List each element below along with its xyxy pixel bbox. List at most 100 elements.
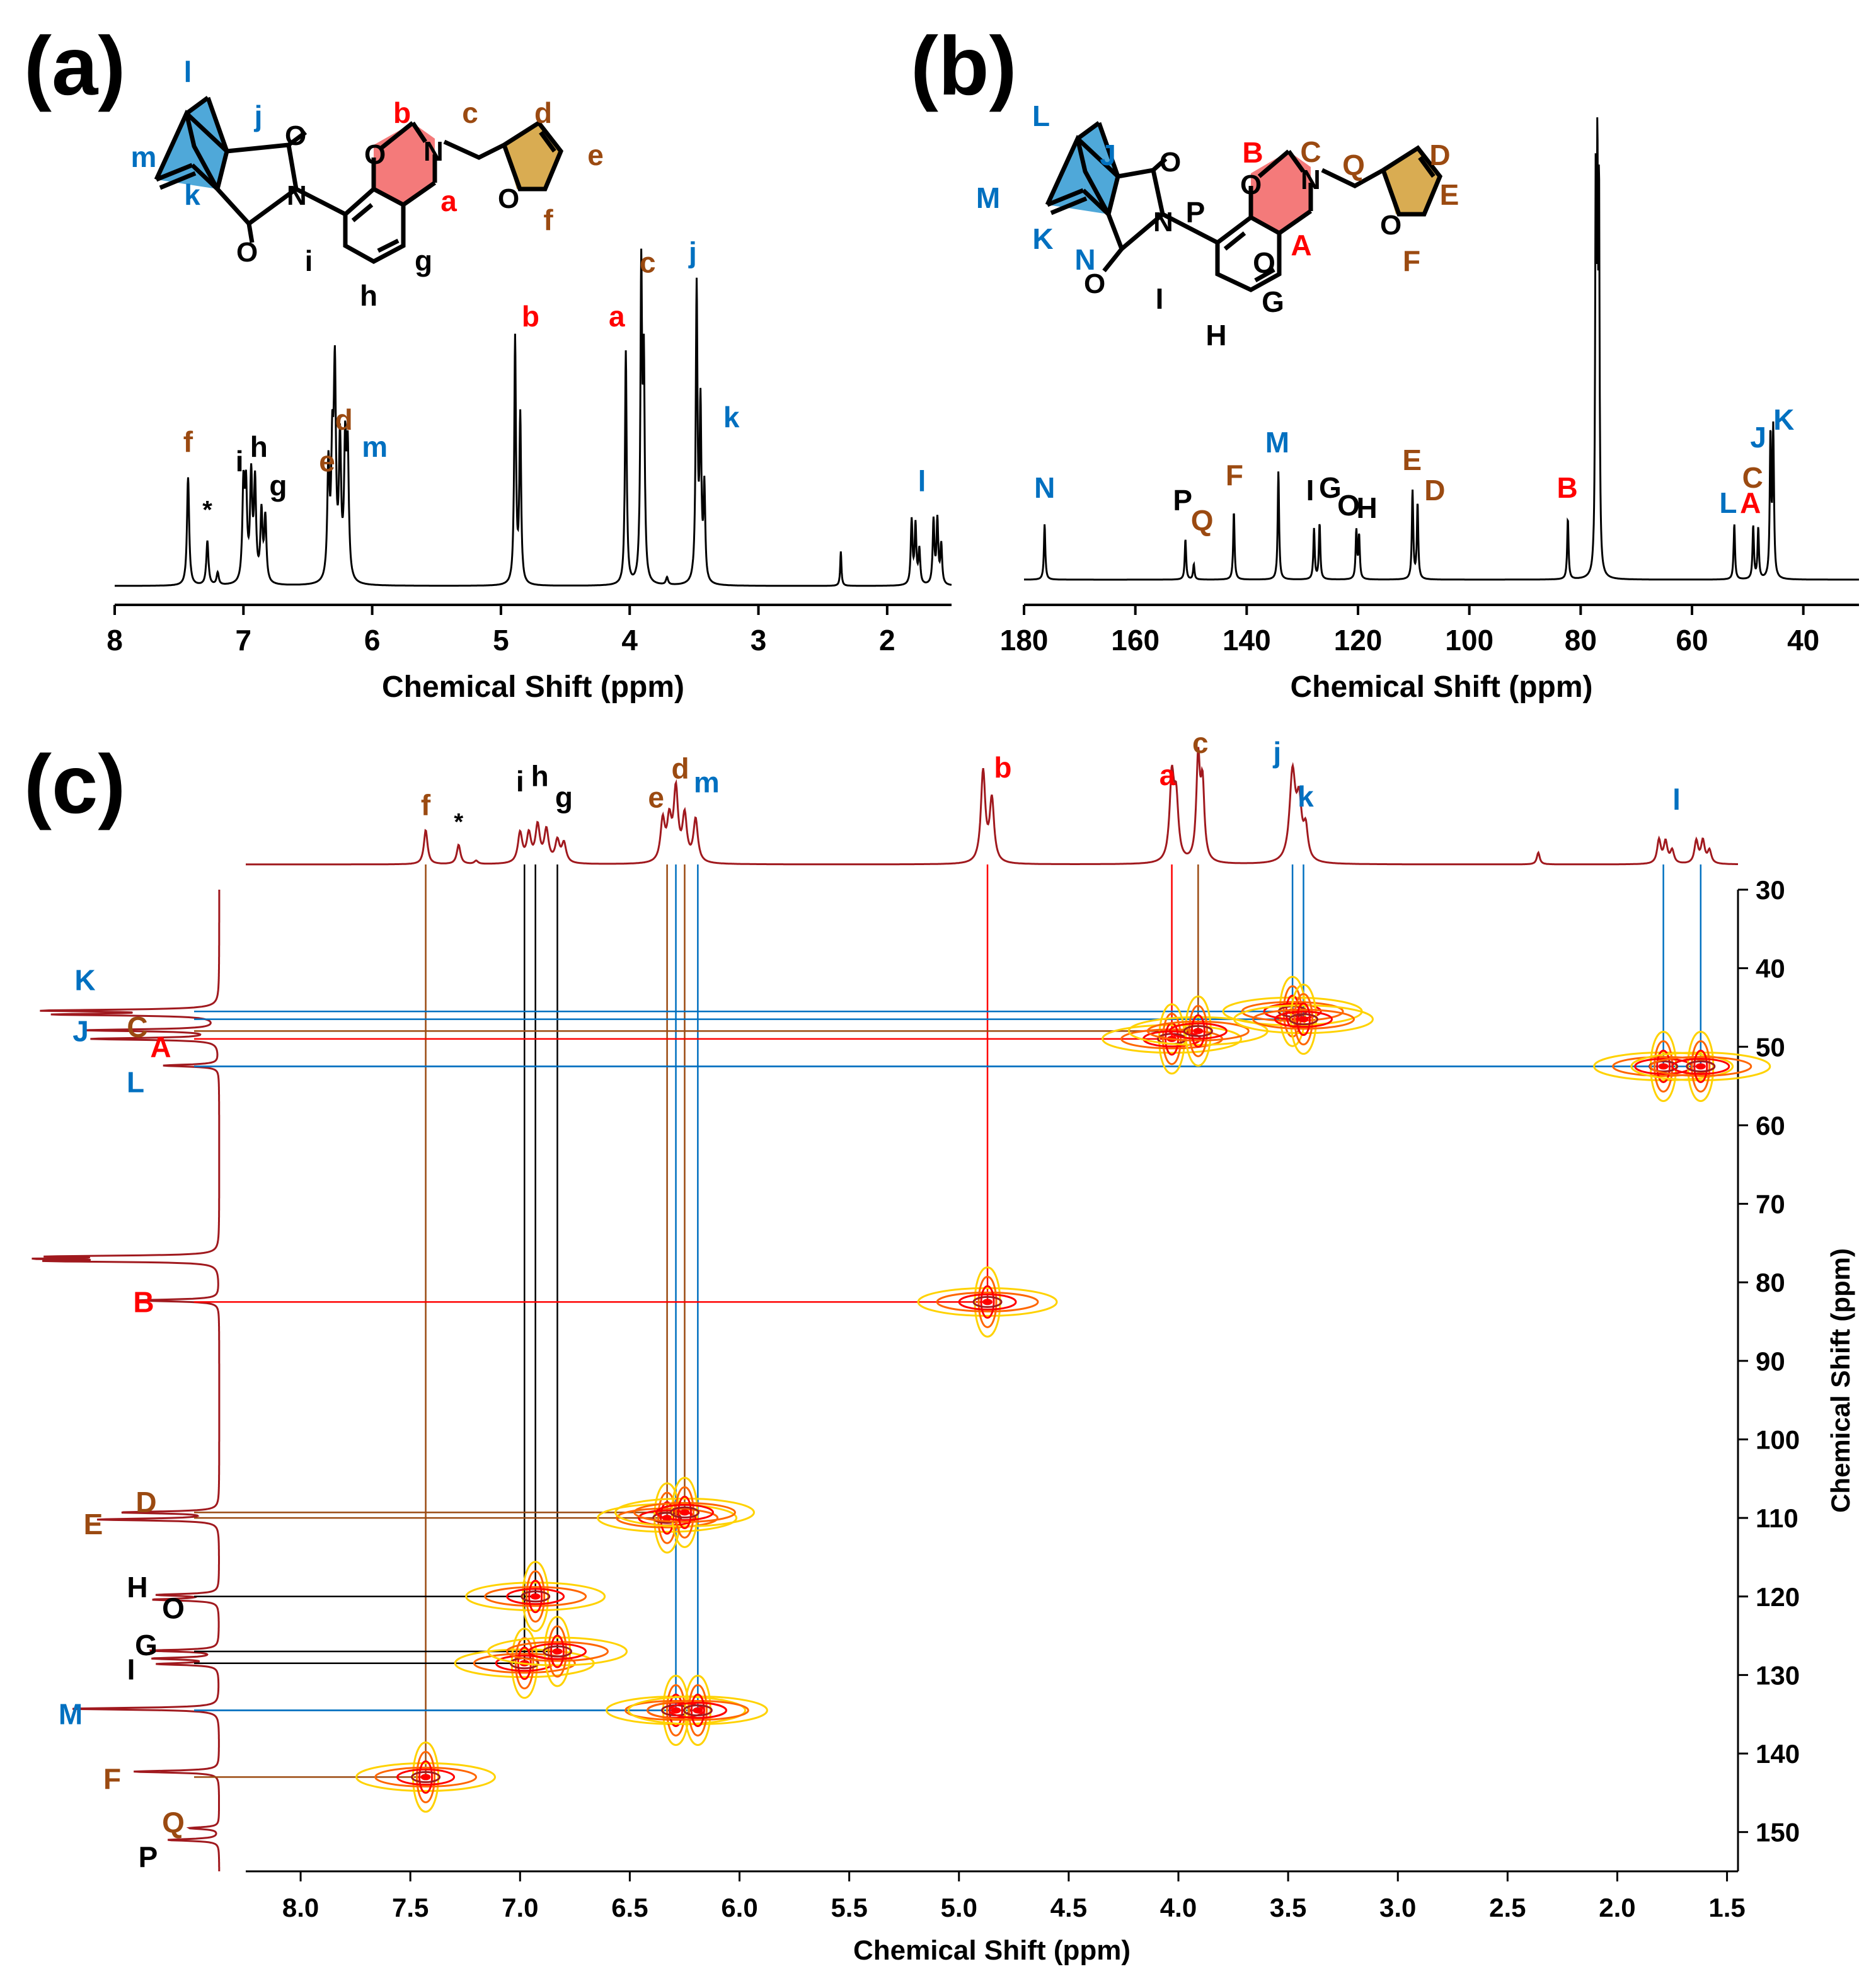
contour-ring: [355, 1762, 497, 1792]
contour-core: [420, 1774, 431, 1781]
contour-ring: [1146, 1020, 1250, 1042]
x-tick-label: 7.5: [392, 1893, 429, 1922]
contour-ring: [521, 1590, 551, 1603]
x-tick-label: 5: [493, 624, 509, 657]
atom-o: O: [498, 183, 519, 214]
side-peak-label: F: [103, 1762, 121, 1795]
structure-label: B: [1242, 136, 1263, 169]
peak-label: j: [688, 236, 697, 269]
contour-core: [670, 1707, 681, 1714]
y-tick-label: 130: [1756, 1660, 1800, 1690]
contour-ring: [1158, 1003, 1186, 1075]
contour-ring: [506, 1588, 565, 1605]
spectrum-trace-b: [1024, 117, 1859, 581]
top-peak-label: m: [694, 766, 720, 799]
atom-n: N: [287, 180, 307, 211]
contour-core: [982, 1299, 993, 1306]
side-peak-label: K: [74, 963, 95, 996]
structure-a-labels: l j mk b a c d e f i h g: [131, 55, 604, 312]
contour-core: [1298, 1016, 1309, 1023]
contour-ring: [1162, 1013, 1182, 1065]
y-tick-label: 120: [1756, 1582, 1800, 1612]
side-peak-label: O: [162, 1592, 185, 1624]
cross-peak: [465, 1561, 606, 1633]
contour-ring: [1188, 1004, 1208, 1057]
x-tick-label: 140: [1223, 624, 1271, 657]
panel-b-letter: (b): [911, 20, 1017, 112]
contour-ring: [660, 1501, 675, 1535]
cross-peak: [627, 1674, 768, 1746]
atom-o: O: [1084, 268, 1105, 299]
contour-ring: [646, 1699, 749, 1721]
contour-ring: [416, 1750, 436, 1803]
contour-ring: [411, 1771, 441, 1783]
contour-ring: [1190, 1014, 1206, 1048]
x-tick-label: 6.5: [611, 1893, 648, 1922]
contour-core: [679, 1509, 690, 1516]
structure-label: O: [1253, 246, 1275, 279]
side-peak-label: D: [135, 1486, 156, 1518]
peak-label: k: [723, 401, 740, 433]
peak-label: D: [1424, 474, 1445, 507]
top-peak-label: e: [648, 781, 664, 814]
contour-ring: [972, 1295, 1003, 1308]
structure-label: g: [415, 244, 432, 277]
contour-ring: [614, 1497, 755, 1527]
x-tick-label: 160: [1111, 624, 1160, 657]
contour-ring: [543, 1616, 571, 1687]
structure-label: h: [360, 279, 377, 312]
contour-ring: [668, 1701, 727, 1719]
atom-o: O: [285, 120, 306, 151]
y-tick-label: 100: [1756, 1425, 1800, 1454]
top-peak-label: c: [1192, 726, 1209, 759]
side-peak-label: G: [135, 1629, 158, 1662]
y-tick-label: 60: [1756, 1111, 1785, 1140]
x-tick-label: 2: [879, 624, 895, 657]
contour-ring: [670, 1476, 698, 1548]
contour-ring: [547, 1625, 567, 1678]
peak-label: l: [918, 464, 926, 497]
peak-label: *: [202, 496, 212, 524]
cross-peak: [614, 1476, 755, 1548]
structure-label: j: [254, 100, 263, 132]
cross-peak: [1102, 1003, 1243, 1075]
contour-ring: [1686, 1060, 1716, 1072]
contour-ring: [980, 1285, 995, 1319]
contour-ring: [484, 1586, 587, 1607]
contour-ring: [1289, 984, 1317, 1055]
x-axis-label: Chemical Shift (ppm): [853, 1935, 1131, 1966]
contour-ring: [674, 1486, 694, 1539]
contour-ring: [486, 1636, 628, 1667]
x-tick-label: 100: [1445, 624, 1493, 657]
structure-label: D: [1429, 139, 1450, 171]
side-peak-label: A: [150, 1030, 171, 1063]
contour-ring: [1671, 1057, 1730, 1075]
cross-peak: [1233, 984, 1374, 1055]
structure-label: b: [393, 96, 411, 129]
contour-ring: [1274, 1011, 1333, 1028]
contour-ring: [677, 1495, 692, 1529]
structure-label: I: [1156, 282, 1164, 315]
x-tick-label: 80: [1565, 624, 1597, 657]
cross-peak: [1630, 1030, 1771, 1102]
structure-label: c: [462, 96, 478, 129]
top-peak-label: h: [531, 760, 549, 793]
peak-label: d: [335, 403, 353, 436]
atom-n: N: [423, 136, 444, 167]
contour-ring: [1593, 1051, 1734, 1081]
spectrum-trace-a: [115, 248, 952, 587]
top-peak-label: a: [1160, 759, 1176, 791]
x-tick-label: 3.0: [1379, 1893, 1416, 1922]
peak-label: a: [609, 300, 625, 333]
x-axis-label: Chemical Shift (ppm): [1290, 670, 1592, 704]
structure-label: H: [1206, 319, 1226, 352]
contour-ring: [1656, 1049, 1671, 1083]
atom-o: O: [1380, 210, 1401, 241]
side-peak-label: J: [72, 1014, 89, 1047]
contour-ring: [633, 1501, 736, 1523]
top-peak-label: f: [421, 788, 431, 821]
atom-o: O: [236, 237, 258, 268]
structure-label: J: [1100, 139, 1116, 171]
